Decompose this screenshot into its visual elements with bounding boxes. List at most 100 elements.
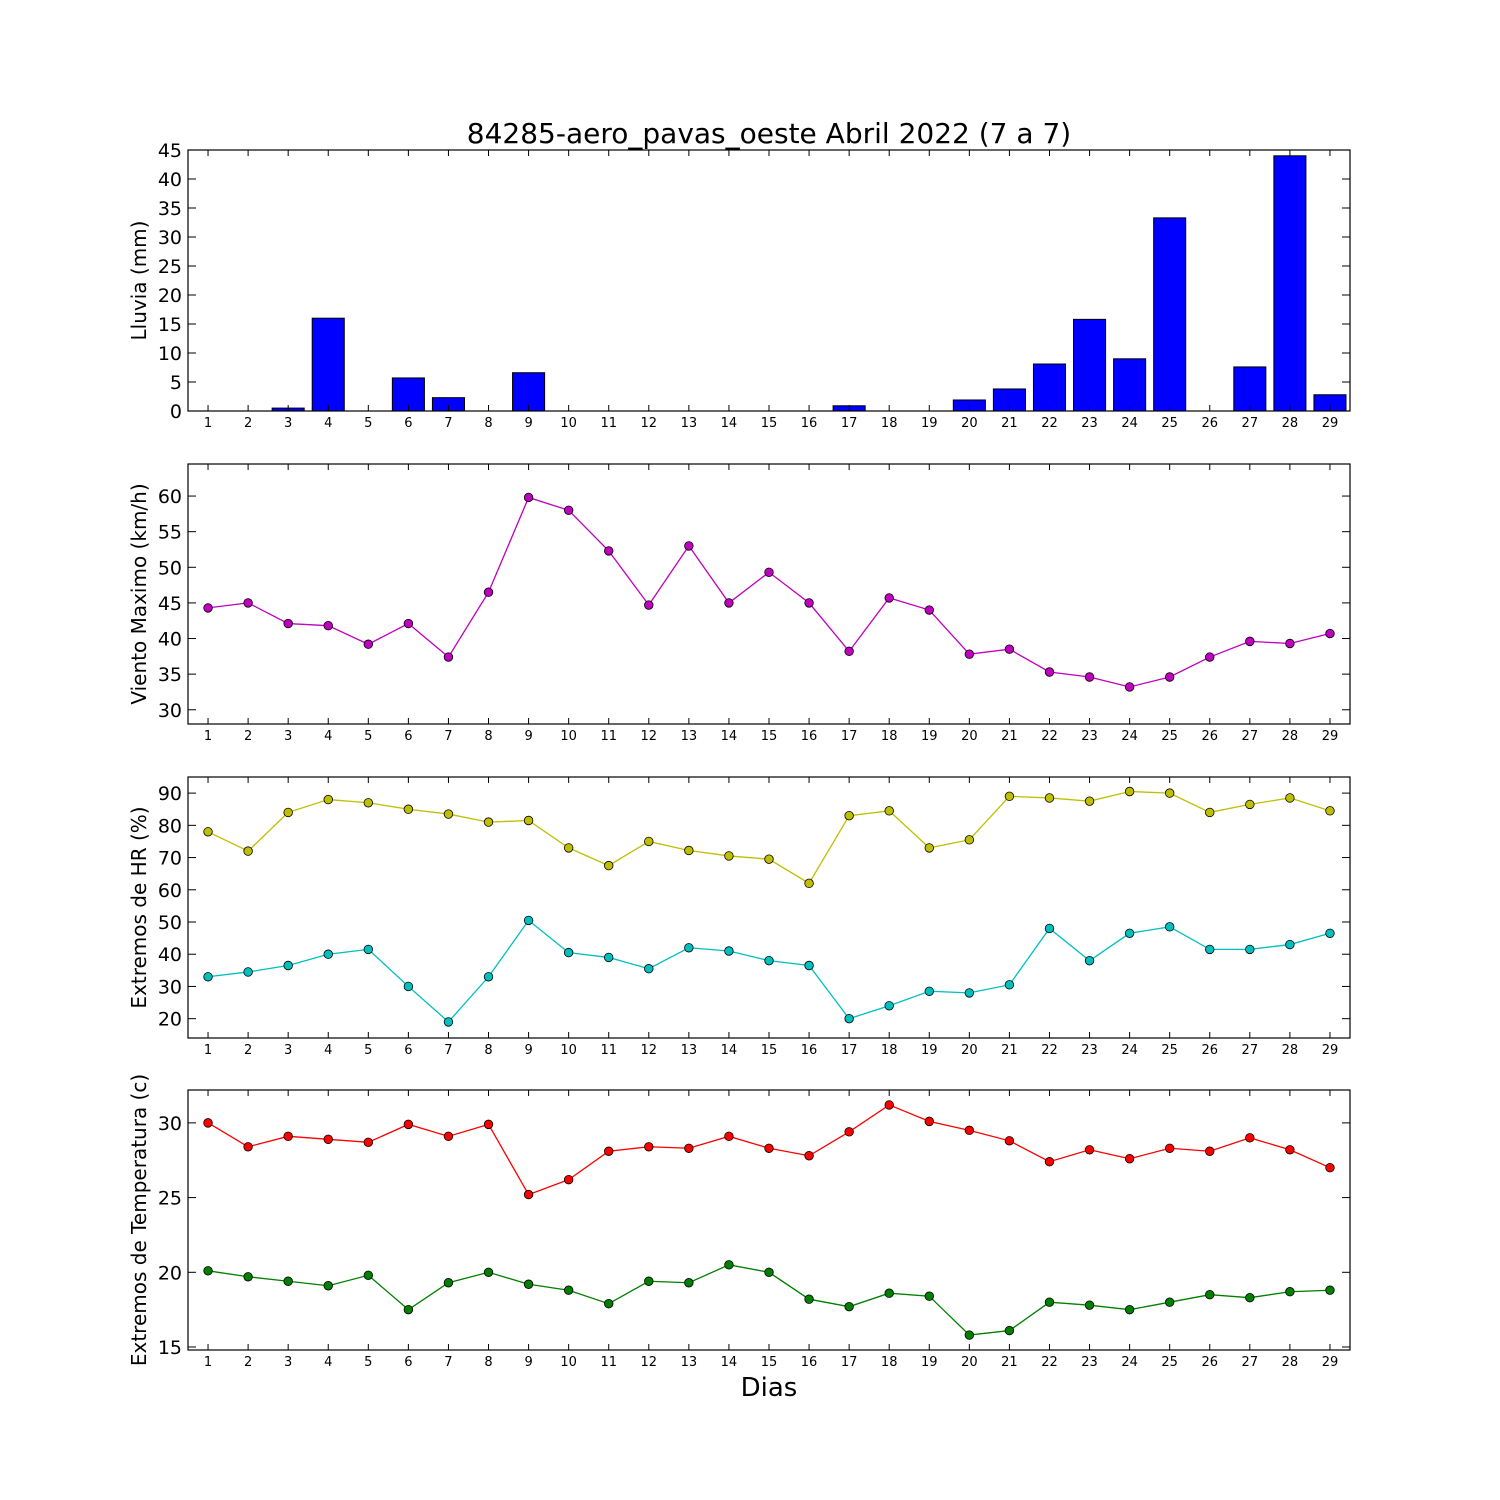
x-tick-label: 12	[641, 1355, 658, 1370]
x-tick-label: 11	[600, 1043, 617, 1058]
y-axis-label: Viento Maximo (km/h)	[127, 483, 151, 704]
panels: 1 2 3 4 5 6 7 8 9 10 11 12 13 14 15 16 17 18 19 20 21 22 23 24 2…	[127, 140, 1351, 1370]
point-series-2-day-15	[764, 955, 774, 966]
x-axis-label: Dias	[741, 1373, 798, 1403]
x-tick-label: 17	[841, 1043, 858, 1058]
y-tick-label: 60	[158, 486, 182, 508]
x-tick-label: 28	[1282, 729, 1299, 744]
y-tick-label: 30	[158, 976, 182, 998]
point-series-1-day-13	[684, 845, 694, 856]
point-series-2-day-11	[604, 952, 614, 963]
point-series-1-day-27	[1245, 636, 1255, 647]
x-tick-label: 24	[1121, 729, 1138, 744]
point-series-1-day-14	[724, 598, 734, 608]
point-series-1-day-8	[483, 587, 494, 597]
y-axis-label: Lluvia (mm)	[127, 221, 151, 341]
y-tick-label: 80	[158, 815, 182, 837]
x-tick-label: 29	[1322, 416, 1339, 431]
y-axis-label: Extremos de HR (%)	[127, 806, 151, 1008]
point-series-1-day-1	[203, 1118, 213, 1128]
point-series-2-day-25	[1164, 922, 1175, 932]
x-tick-label: 15	[761, 416, 778, 431]
x-tick-label: 19	[921, 729, 938, 744]
x-tick-label: 18	[881, 1355, 898, 1370]
x-tick-label: 6	[404, 1355, 412, 1370]
x-tick-label: 29	[1322, 1355, 1339, 1370]
point-series-2-day-10	[563, 947, 574, 958]
point-series-1-day-22	[1044, 1157, 1055, 1167]
x-tick-label: 25	[1161, 1043, 1178, 1058]
point-series-1-day-22	[1044, 667, 1055, 677]
point-series-1-day-29	[1325, 628, 1335, 639]
x-tick-label: 1	[204, 416, 212, 431]
x-tick-label: 26	[1201, 416, 1218, 431]
point-series-2-day-24	[1124, 1304, 1135, 1315]
point-series-1-day-20	[964, 649, 975, 659]
x-tick-label: 13	[681, 416, 698, 431]
y-tick-label: 70	[158, 848, 182, 870]
panel-2: 1 2 3 4 5 6 7 8 9 10 11 12 13 14 15 16 17 18 19 20 21 22 23 24 2…	[127, 463, 1351, 744]
point-series-1-day-19	[924, 843, 934, 853]
x-tick-label: 9	[524, 729, 532, 744]
y-tick-label: 25	[158, 256, 182, 278]
x-tick-label: 12	[641, 416, 658, 431]
x-tick-label: 29	[1322, 1043, 1339, 1058]
bar-day-25	[1153, 217, 1187, 412]
point-series-1-day-9	[523, 1189, 534, 1200]
point-series-2-day-21	[1004, 1325, 1015, 1336]
x-tick-label: 7	[444, 729, 452, 744]
y-tick-label: 30	[158, 700, 182, 722]
point-series-2-day-26	[1205, 944, 1215, 955]
x-tick-label: 3	[284, 1043, 292, 1058]
x-tick-label: 22	[1041, 416, 1058, 431]
x-tick-label: 9	[524, 1043, 532, 1058]
point-series-2-day-4	[323, 949, 333, 959]
x-tick-label: 27	[1242, 1355, 1259, 1370]
point-series-2-day-9	[523, 915, 534, 926]
point-series-1-day-2	[243, 846, 253, 856]
point-series-1-day-28	[1285, 793, 1295, 803]
point-series-2-day-19	[924, 986, 934, 996]
x-tick-label: 15	[761, 1355, 778, 1370]
x-tick-label: 21	[1001, 729, 1018, 744]
x-tick-label: 14	[721, 1043, 738, 1058]
x-tick-label: 2	[244, 729, 252, 744]
x-tick-label: 16	[801, 1043, 818, 1058]
point-series-1-day-26	[1205, 807, 1215, 818]
x-tick-label: 7	[444, 1355, 452, 1370]
point-series-1-day-25	[1164, 1143, 1175, 1153]
panel-1: 1 2 3 4 5 6 7 8 9 10 11 12 13 14 15 16 17 18 19 20 21 22 23 24 2…	[127, 140, 1351, 431]
y-tick-label: 40	[158, 169, 182, 191]
y-tick-label: 50	[158, 557, 182, 579]
point-series-1-day-14	[724, 1131, 734, 1142]
point-series-1-day-11	[604, 1146, 614, 1156]
x-tick-label: 16	[801, 1355, 818, 1370]
point-series-1-day-2	[243, 1142, 253, 1152]
point-series-2-day-9	[523, 1279, 534, 1289]
point-series-1-day-19	[924, 605, 934, 615]
x-tick-label: 4	[324, 416, 332, 431]
x-tick-label: 22	[1041, 1043, 1058, 1058]
point-series-2-day-22	[1044, 1297, 1055, 1307]
x-tick-label: 1	[204, 1355, 212, 1370]
x-tick-label: 12	[641, 729, 658, 744]
point-series-1-day-17	[844, 810, 854, 821]
x-tick-label: 10	[560, 729, 577, 744]
point-series-1-day-2	[243, 598, 253, 608]
point-series-2-day-23	[1084, 955, 1095, 966]
point-series-2-day-18	[884, 1288, 894, 1298]
point-series-1-day-16	[804, 1151, 814, 1161]
x-tick-label: 11	[600, 1355, 617, 1370]
x-tick-label: 14	[721, 1355, 738, 1370]
x-tick-label: 8	[484, 1355, 492, 1370]
point-series-1-day-9	[523, 815, 534, 826]
x-tick-label: 7	[444, 416, 452, 431]
point-series-1-day-3	[283, 618, 293, 629]
point-series-2-day-7	[443, 1017, 454, 1027]
point-series-2-day-6	[403, 981, 414, 992]
point-series-1-day-3	[283, 1131, 293, 1142]
point-series-1-day-24	[1124, 786, 1135, 797]
point-series-1-day-17	[844, 1127, 854, 1137]
x-tick-label: 8	[484, 1043, 492, 1058]
